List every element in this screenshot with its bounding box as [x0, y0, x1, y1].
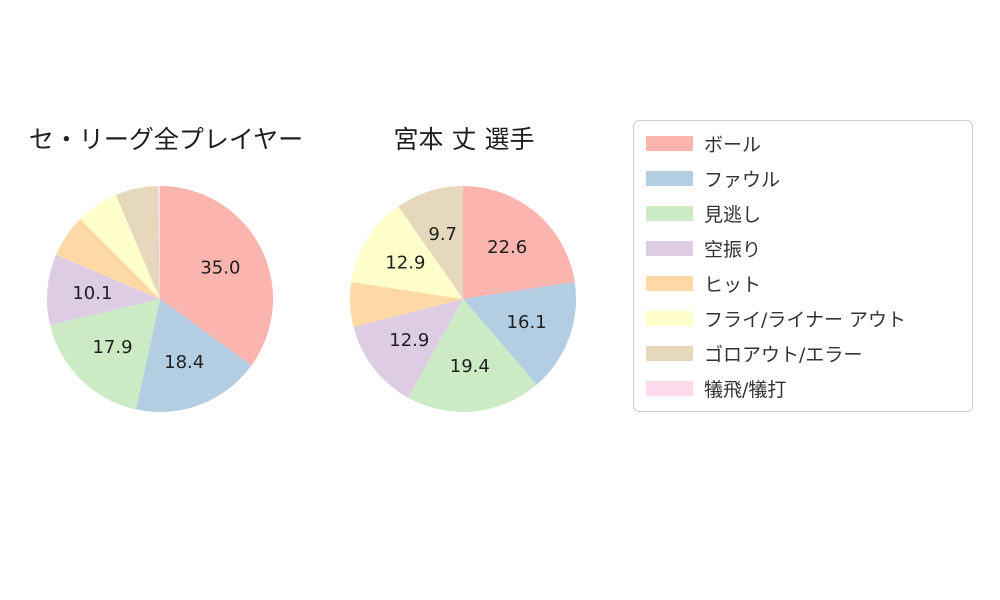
pie-slice-label: 35.0 [200, 258, 240, 279]
pie-slice-label: 10.1 [72, 283, 112, 304]
legend-swatch-called-strike [646, 206, 693, 221]
right-pie-chart: 22.616.119.412.912.99.7 [350, 186, 576, 412]
legend-label: 犠飛/犠打 [704, 379, 787, 401]
pie-slice-called-strike [50, 299, 160, 410]
pie-slice-label: 12.9 [385, 253, 425, 274]
legend-item-ground-out-error: ゴロアウト/エラー [646, 336, 966, 371]
pie-slice-ground-out-error [398, 186, 463, 299]
pie-slice-label: 22.6 [487, 237, 527, 258]
pie-slice-swinging-strike [353, 299, 463, 398]
pie-slice-label: 19.4 [450, 356, 490, 377]
pie-slice-label: 17.9 [92, 337, 132, 358]
pie-slice-sacrifice [157, 186, 160, 299]
legend-item-hit: ヒット [646, 266, 966, 301]
pie-slice-label: 12.9 [389, 330, 429, 351]
legend: ボールファウル見逃し空振りヒットフライ/ライナー アウト ゴロアウト/エラー 犠飛/… [633, 120, 973, 412]
legend-item-foul: ファウル [646, 161, 966, 196]
pie-slice-swinging-strike [47, 254, 160, 326]
legend-swatch-fly-liner-out [646, 311, 693, 326]
legend-swatch-ground-out-error [646, 346, 693, 361]
legend-label: ファウル [704, 169, 781, 191]
pie-slice-hit [350, 282, 463, 328]
pie-slice-ball [160, 186, 273, 366]
legend-item-called-strike: 見逃し [646, 196, 966, 231]
legend-label: フライ/ライナー アウト [704, 309, 907, 331]
legend-label: ヒット [704, 274, 762, 296]
legend-item-sacrifice: 犠飛/犠打 [646, 371, 966, 406]
legend-label: 見逃し [704, 204, 762, 226]
legend-swatch-foul [646, 171, 693, 186]
legend-item-swinging-strike: 空振り [646, 231, 966, 266]
legend-swatch-swinging-strike [646, 241, 693, 256]
left-pie-title: セ・リーグ全プレイヤー [28, 125, 304, 154]
pie-slice-foul [136, 299, 252, 412]
right-pie-title: 宮本 丈 選手 [393, 125, 535, 154]
pie-slice-ball [463, 186, 575, 299]
pie-slice-fly-liner-out [80, 195, 160, 299]
legend-label: 空振り [704, 239, 762, 261]
pie-slice-ground-out-error [115, 186, 160, 299]
pie-slice-fly-liner-out [351, 206, 463, 299]
legend-label: ボール [704, 134, 762, 156]
legend-item-ball: ボール [646, 126, 966, 161]
pie-slice-foul [463, 282, 576, 385]
legend-swatch-sacrifice [646, 381, 693, 396]
pie-slice-called-strike [407, 299, 537, 412]
pie-slice-label: 16.1 [507, 312, 547, 333]
legend-item-fly-liner-out: フライ/ライナー アウト [646, 301, 966, 336]
legend-swatch-ball [646, 136, 693, 151]
pie-slice-label: 9.7 [428, 224, 457, 245]
pie-slice-label: 18.4 [164, 352, 204, 373]
left-pie-chart: 35.0 18.4 17.9 10.1 [47, 186, 273, 412]
pie-slice-hit [56, 219, 160, 299]
legend-label: ゴロアウト/エラー [704, 344, 863, 366]
legend-swatch-hit [646, 276, 693, 291]
